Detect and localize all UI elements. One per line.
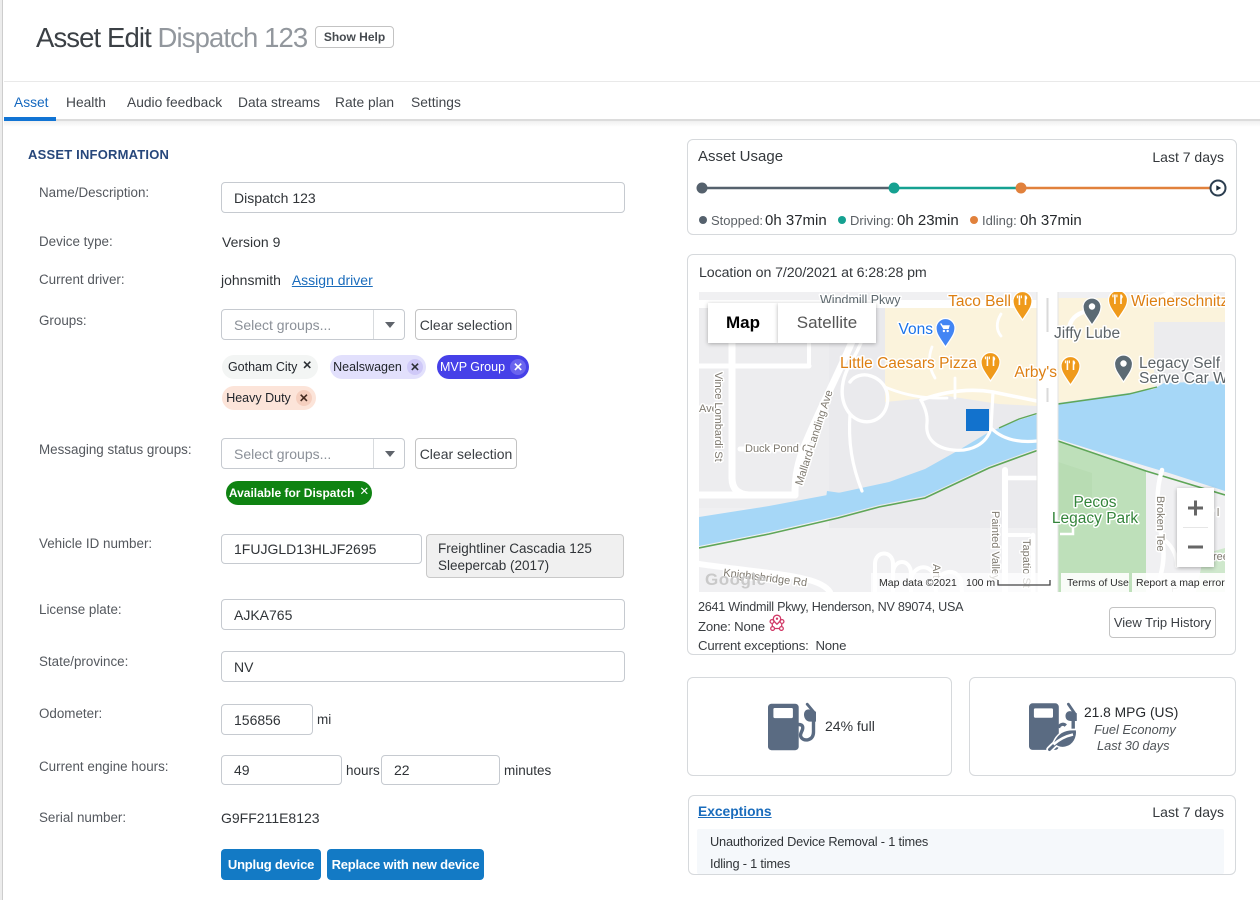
- svg-text:Ave: Ave: [699, 403, 718, 415]
- svg-text:Vons: Vons: [899, 321, 934, 338]
- svg-text:Map data ©2021: Map data ©2021: [879, 577, 957, 589]
- svg-text:100 m: 100 m: [966, 577, 995, 589]
- svg-text:Wienerschnitzel: Wienerschnitzel: [1131, 293, 1225, 310]
- svg-text:Broken Tee: Broken Tee: [1154, 496, 1166, 551]
- svg-text:Painted Valley: Painted Valley: [989, 511, 1001, 581]
- svg-text:Pecos: Pecos: [1073, 494, 1116, 511]
- svg-text:Google: Google: [705, 570, 767, 589]
- svg-text:ree: ree: [1213, 551, 1225, 563]
- svg-text:Serve Car Was: Serve Car Was: [1139, 370, 1225, 387]
- svg-text:Terms of Use: Terms of Use: [1067, 577, 1129, 589]
- svg-text:Taco Bell: Taco Bell: [948, 293, 1011, 310]
- svg-text:Jiffy Lube: Jiffy Lube: [1054, 325, 1120, 342]
- svg-text:Duck Pond Ct: Duck Pond Ct: [745, 443, 813, 455]
- svg-text:Legacy Self: Legacy Self: [1139, 355, 1221, 372]
- svg-text:Legacy Park: Legacy Park: [1052, 510, 1138, 527]
- svg-text:Little Caesars Pizza: Little Caesars Pizza: [840, 355, 977, 372]
- svg-text:Report a map error: Report a map error: [1136, 577, 1225, 589]
- svg-text:Arby's: Arby's: [1014, 364, 1057, 381]
- svg-text:Vince Lombardi St: Vince Lombardi St: [712, 372, 724, 462]
